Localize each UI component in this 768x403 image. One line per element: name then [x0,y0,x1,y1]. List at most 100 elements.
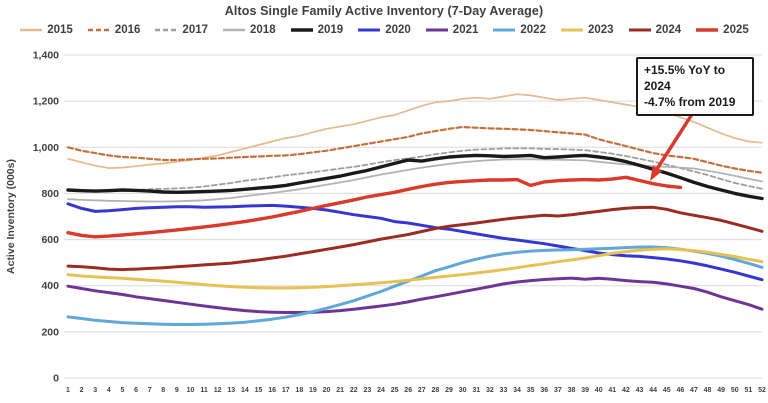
legend-item-2019: 2019 [290,24,344,36]
x-axis-tick-label: 4 [107,387,111,394]
x-axis-tick-label: 8 [161,387,165,394]
legend-item-2023: 2023 [560,24,614,36]
x-axis-tick-label: 52 [758,387,766,394]
chart-legend: 2015 2016 2017 2018 2019 2020 2021 2022 2023 2024… [0,24,768,36]
legend-label-2015: 2015 [47,24,73,36]
x-axis-tick-label: 49 [717,387,725,394]
x-axis-tick-label: 36 [540,387,548,394]
x-axis-tick-label: 43 [636,387,644,394]
legend-swatch-2024 [628,28,651,32]
x-axis-tick-label: 9 [175,387,179,394]
annotation-line-1: +15.5% YoY to 2024 [644,63,726,94]
x-axis-tick-label: 41 [608,387,616,394]
annotation-arrowhead [650,165,663,181]
y-axis-tick-label: 1,200 [33,96,59,108]
legend-label-2025: 2025 [723,24,749,36]
annotation-box: +15.5% YoY to 2024 -4.7% from 2019 [636,57,754,116]
x-axis-tick-label: 18 [295,387,303,394]
x-axis-tick-label: 20 [323,387,331,394]
y-axis-tick-label: 1,400 [33,50,59,62]
legend-label-2018: 2018 [250,24,276,36]
legend-swatch-2017 [155,28,178,32]
legend-item-2015: 2015 [19,24,73,36]
y-axis-title: Active Inventory (000s) [5,159,17,274]
legend-label-2019: 2019 [317,24,344,36]
x-axis-tick-label: 47 [690,387,698,394]
x-axis-tick-label: 6 [134,387,138,394]
y-axis-tick-label: 400 [41,280,59,292]
legend-label-2021: 2021 [452,24,479,36]
legend-item-2016: 2016 [87,24,141,36]
x-axis-tick-label: 48 [704,387,712,394]
legend-label-2024: 2024 [655,24,682,36]
series-line-2019 [66,153,764,201]
x-axis-tick-label: 15 [255,387,263,394]
legend-item-2024: 2024 [628,24,682,36]
x-axis-tick-label: 5 [120,387,124,394]
legend-label-2016: 2016 [114,24,141,36]
y-axis-tick-label: 800 [41,188,59,200]
legend-swatch-2018 [223,28,246,32]
x-axis-tick-label: 51 [744,387,752,394]
x-axis-tick-label: 29 [445,387,453,394]
x-axis-tick-label: 40 [595,387,603,394]
x-axis-tick-label: 23 [363,387,371,394]
legend-swatch-2016 [87,28,110,32]
x-axis-tick-label: 50 [731,387,739,394]
legend-swatch-2020 [358,28,381,32]
legend-item-2017: 2017 [154,24,208,36]
series-line-2016 [66,125,764,174]
x-axis-tick-label: 16 [268,387,276,394]
x-axis-tick-label: 19 [309,387,317,394]
x-axis-tick-label: 44 [649,387,657,394]
legend-label-2022: 2022 [520,24,546,36]
legend-swatch-2015 [20,28,43,32]
x-axis-tick-label: 38 [568,387,576,394]
x-axis-tick-label: 39 [581,387,589,394]
y-axis-tick-label: 0 [53,373,59,385]
x-axis-tick-label: 24 [377,387,385,394]
x-axis-tick-label: 32 [486,387,494,394]
y-axis-tick-label: 200 [41,326,59,338]
x-axis-tick-label: 3 [93,387,97,394]
x-axis-tick-label: 26 [404,387,412,394]
x-axis-tick-label: 2 [80,387,84,394]
legend-swatch-2023 [560,28,583,32]
legend-item-2018: 2018 [222,24,276,36]
legend-swatch-2025 [696,28,719,32]
x-axis-tick-label: 1 [66,387,70,394]
x-axis-tick-label: 45 [663,387,671,394]
x-axis-tick-label: 28 [432,387,440,394]
legend-swatch-2021 [425,28,448,32]
series-line-2021 [66,276,764,314]
legend-label-2020: 2020 [385,24,411,36]
x-axis-tick-label: 46 [676,387,684,394]
legend-item-2022: 2022 [492,24,546,36]
x-axis-tick-label: 27 [418,387,426,394]
legend-label-2017: 2017 [182,24,209,36]
annotation-line-2: -4.7% from 2019 [644,95,736,110]
x-axis-tick-label: 21 [336,387,344,394]
x-axis-tick-label: 33 [500,387,508,394]
y-axis-tick-label: 600 [41,234,59,246]
x-axis-tick-label: 37 [554,387,562,394]
series-line-2020 [66,202,764,282]
x-axis-tick-label: 10 [187,387,195,394]
x-axis-tick-label: 30 [459,387,467,394]
series-line-2024 [66,205,764,272]
x-axis-tick-label: 17 [282,387,290,394]
x-axis-tick-label: 22 [350,387,358,394]
x-axis-tick-label: 34 [513,387,521,394]
legend-item-2025: 2025 [695,24,749,36]
legend-swatch-2022 [493,28,516,32]
x-axis-tick-label: 12 [214,387,222,394]
x-axis-tick-label: 14 [241,387,249,394]
x-axis-tick-label: 11 [200,387,208,394]
chart-title: Altos Single Family Active Inventory (7-… [224,4,544,18]
x-axis-tick-label: 35 [527,387,535,394]
legend-label-2023: 2023 [587,24,614,36]
y-axis-tick-label: 1,000 [33,142,59,154]
series-line-2023 [66,247,764,290]
x-axis-tick-label: 7 [148,387,152,394]
